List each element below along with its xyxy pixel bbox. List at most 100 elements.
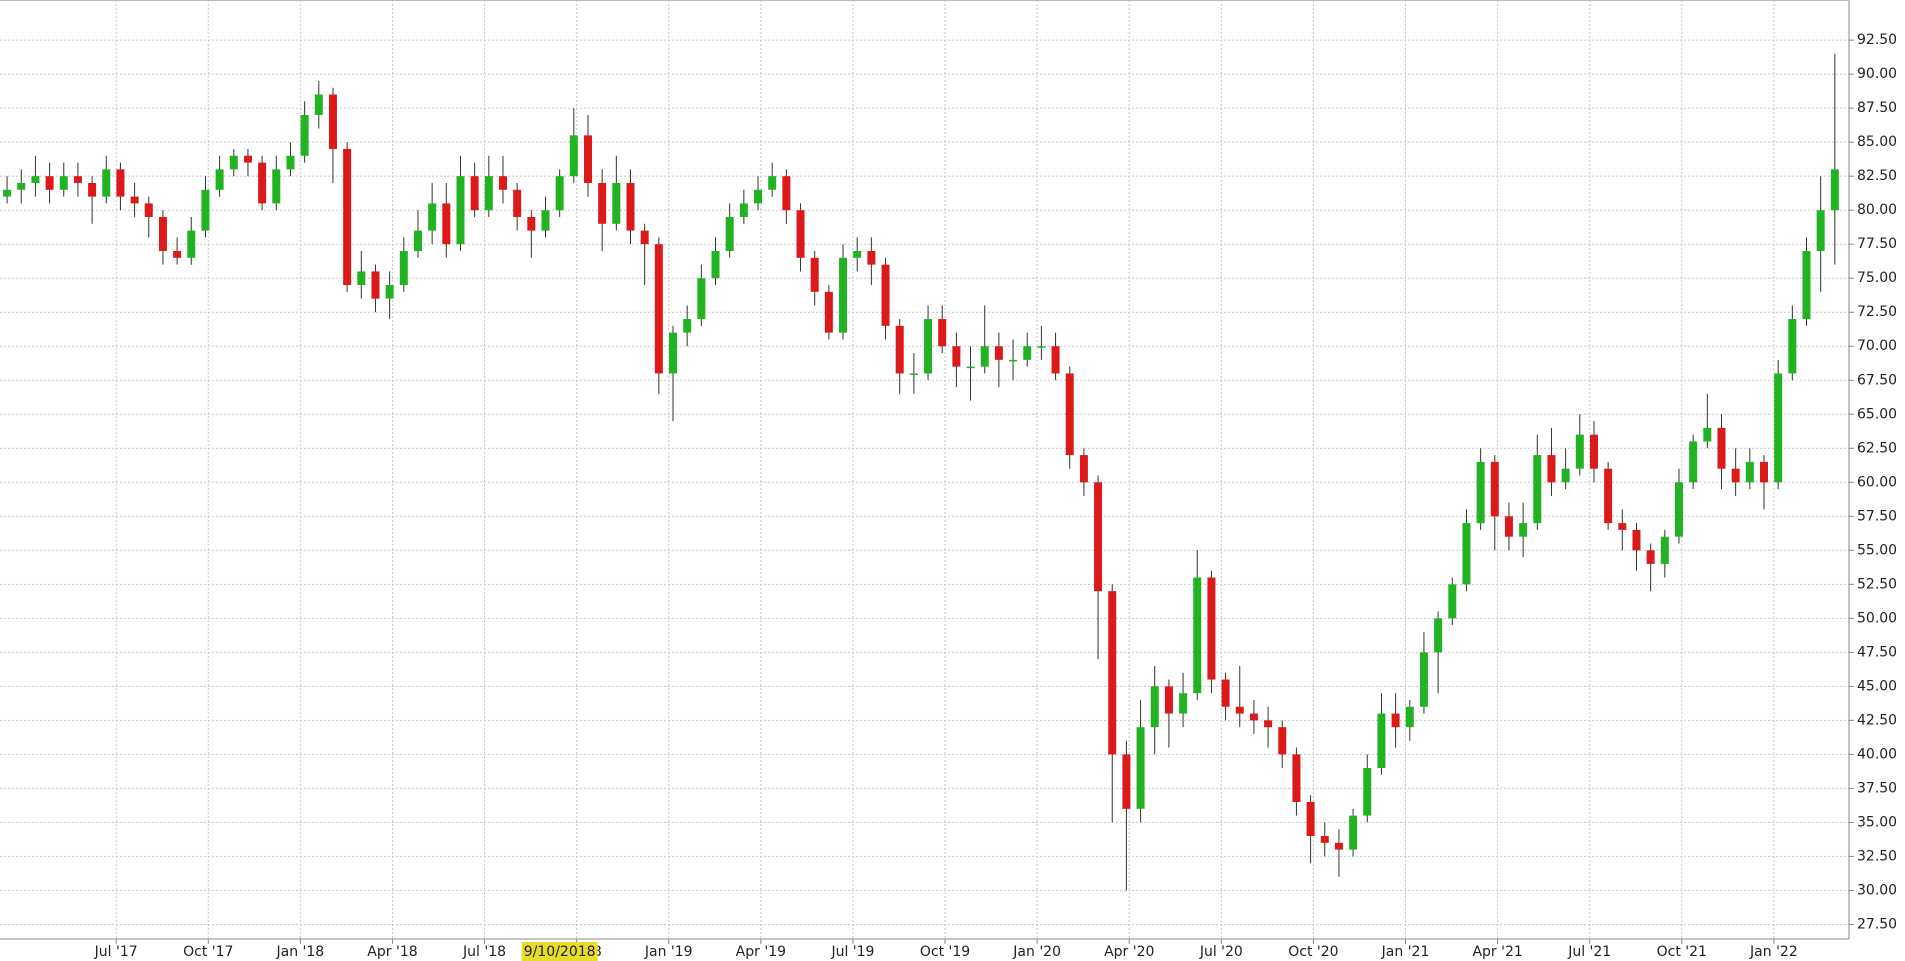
x-tick-label: Jan '21 [1381,944,1430,960]
y-tick-label: 40.00 [1857,746,1897,762]
x-tick-label: Jul '20 [1199,944,1243,960]
candle-body [527,216,536,231]
candle-body [994,346,1003,360]
x-tick-label: Apr '21 [1472,944,1522,960]
candle-body [1363,767,1372,816]
candle-body [754,189,763,204]
candle-body [839,257,848,333]
y-tick-label: 80.00 [1857,202,1897,218]
candle-body [1816,210,1825,252]
candle-body [300,114,309,156]
candle-body [654,244,663,374]
candle-body [1504,516,1513,537]
y-tick-label: 55.00 [1857,542,1897,558]
x-tick-label: Jul '18 [462,944,506,960]
candle-body [796,210,805,258]
candle-body [1264,720,1273,728]
candle-body [640,230,649,245]
candle-body [555,176,564,211]
y-tick-label: 42.50 [1857,712,1897,728]
candle-body [1674,482,1683,537]
candle-body [187,230,196,258]
candle-body [1349,815,1358,850]
candle-body [116,169,125,197]
candle-body [102,169,111,197]
candle-body [1462,523,1471,585]
y-tick-label: 85.00 [1857,134,1897,150]
candle-body [286,155,295,170]
y-tick-label: 65.00 [1857,406,1897,422]
x-tick-label: Jan '20 [1012,944,1061,960]
candle-body [215,169,224,190]
candle-body [1759,461,1768,483]
candle-body [1094,482,1103,592]
candle-body [357,271,366,286]
candle-body [17,182,26,190]
y-tick-label: 35.00 [1857,814,1897,830]
candle-body [456,176,465,245]
candle-body [328,94,337,149]
candle-body [442,203,451,245]
candle-body [1235,706,1244,714]
candle-body [1164,686,1173,714]
candle-body [1575,434,1584,469]
candle-body [59,176,68,190]
candle-body [768,176,777,190]
y-tick-label: 62.50 [1857,440,1897,456]
candle-body [824,291,833,333]
y-tick-label: 77.50 [1857,236,1897,252]
candle-body [258,162,267,204]
candle-body [683,319,692,333]
candle-body [1745,461,1754,483]
candle-body [881,264,890,326]
y-tick-label: 50.00 [1857,610,1897,626]
candle-body [966,366,975,369]
candle-body [1334,842,1343,850]
candle-body [1377,713,1386,768]
candle-body [1405,706,1414,728]
candle-body [243,155,252,163]
candle-body [158,216,167,252]
y-tick-label: 27.50 [1857,916,1897,932]
candle-body [1604,468,1613,524]
candle-body [1419,652,1428,707]
candle-body [1632,529,1641,551]
candle-body [1788,319,1797,374]
candle-body [867,251,876,265]
candle-body [413,230,422,252]
candle-body [725,216,734,252]
candle-body [31,176,40,183]
candle-body [1179,693,1188,714]
candle-body [144,203,153,217]
candle-body [1037,346,1046,348]
candle-body [88,182,97,197]
candle-body [428,203,437,231]
candle-body [371,271,380,299]
x-tick-label: Jul '19 [830,944,874,960]
candle-body [938,319,947,347]
candle-body [1476,461,1485,524]
candle-body [1278,727,1287,755]
candle-body [1108,591,1117,755]
candle-body [1618,523,1627,530]
candle-body [229,155,238,170]
candle-body [513,189,522,217]
candle-body [343,148,352,286]
candle-body [1830,169,1839,211]
candle-body [598,182,607,224]
y-tick-label: 70.00 [1857,338,1897,354]
candle-body [1136,727,1145,809]
candle-body [272,169,281,204]
candle-body [1122,754,1131,809]
candle-body [711,251,720,279]
x-tick-label: Apr '20 [1104,944,1154,960]
candle-body [626,182,635,231]
candle-body [314,94,323,115]
candle-body [669,332,678,374]
x-tick-label: Jul '17 [94,944,138,960]
y-tick-label: 37.50 [1857,780,1897,796]
x-tick-label: Apr '18 [367,944,417,960]
candle-body [583,135,592,183]
candle-body [130,196,139,204]
